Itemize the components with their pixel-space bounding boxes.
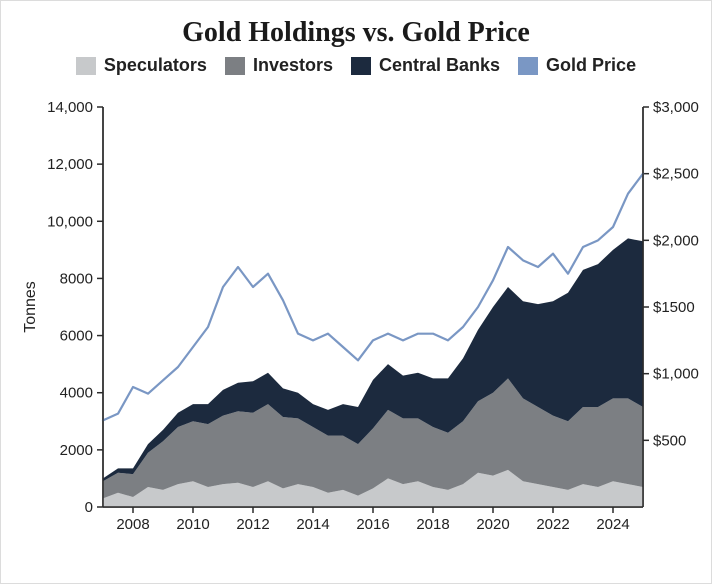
svg-text:$3,000: $3,000 xyxy=(653,99,699,116)
swatch-gold-price xyxy=(518,57,538,75)
svg-text:8000: 8000 xyxy=(60,270,93,287)
svg-text:$500: $500 xyxy=(653,432,686,449)
legend-item-central-banks: Central Banks xyxy=(351,55,500,76)
chart-container: Gold Holdings vs. Gold Price Speculators… xyxy=(0,0,712,584)
svg-text:2008: 2008 xyxy=(116,516,149,533)
svg-text:$1,000: $1,000 xyxy=(653,366,699,383)
svg-text:$2,000: $2,000 xyxy=(653,232,699,249)
legend: Speculators Investors Central Banks Gold… xyxy=(13,55,699,76)
legend-item-investors: Investors xyxy=(225,55,333,76)
chart-title: Gold Holdings vs. Gold Price xyxy=(13,17,699,49)
svg-text:2018: 2018 xyxy=(416,516,449,533)
svg-text:2016: 2016 xyxy=(356,516,389,533)
svg-text:2014: 2014 xyxy=(296,516,329,533)
svg-text:Tonnes: Tonnes xyxy=(22,281,39,333)
legend-item-gold-price: Gold Price xyxy=(518,55,636,76)
svg-text:2024: 2024 xyxy=(596,516,629,533)
plot-area: 0 2000 4000 6000 8000 10,000 12,000 14,000 $500 $… xyxy=(13,82,699,571)
svg-text:6000: 6000 xyxy=(60,328,93,345)
legend-label: Speculators xyxy=(104,55,207,76)
legend-label: Investors xyxy=(253,55,333,76)
svg-text:2000: 2000 xyxy=(60,442,93,459)
swatch-investors xyxy=(225,57,245,75)
legend-label: Central Banks xyxy=(379,55,500,76)
legend-label: Gold Price xyxy=(546,55,636,76)
svg-text:10,000: 10,000 xyxy=(47,213,93,230)
svg-text:$2,500: $2,500 xyxy=(653,166,699,183)
svg-text:2020: 2020 xyxy=(476,516,509,533)
svg-text:0: 0 xyxy=(85,499,93,516)
svg-text:4000: 4000 xyxy=(60,385,93,402)
svg-text:14,000: 14,000 xyxy=(47,99,93,116)
chart-svg: 0 2000 4000 6000 8000 10,000 12,000 14,000 $500 $… xyxy=(13,82,712,571)
svg-text:12,000: 12,000 xyxy=(47,156,93,173)
svg-text:2012: 2012 xyxy=(236,516,269,533)
svg-text:2022: 2022 xyxy=(536,516,569,533)
swatch-central-banks xyxy=(351,57,371,75)
svg-text:$1500: $1500 xyxy=(653,299,695,316)
svg-text:2010: 2010 xyxy=(176,516,209,533)
legend-item-speculators: Speculators xyxy=(76,55,207,76)
swatch-speculators xyxy=(76,57,96,75)
